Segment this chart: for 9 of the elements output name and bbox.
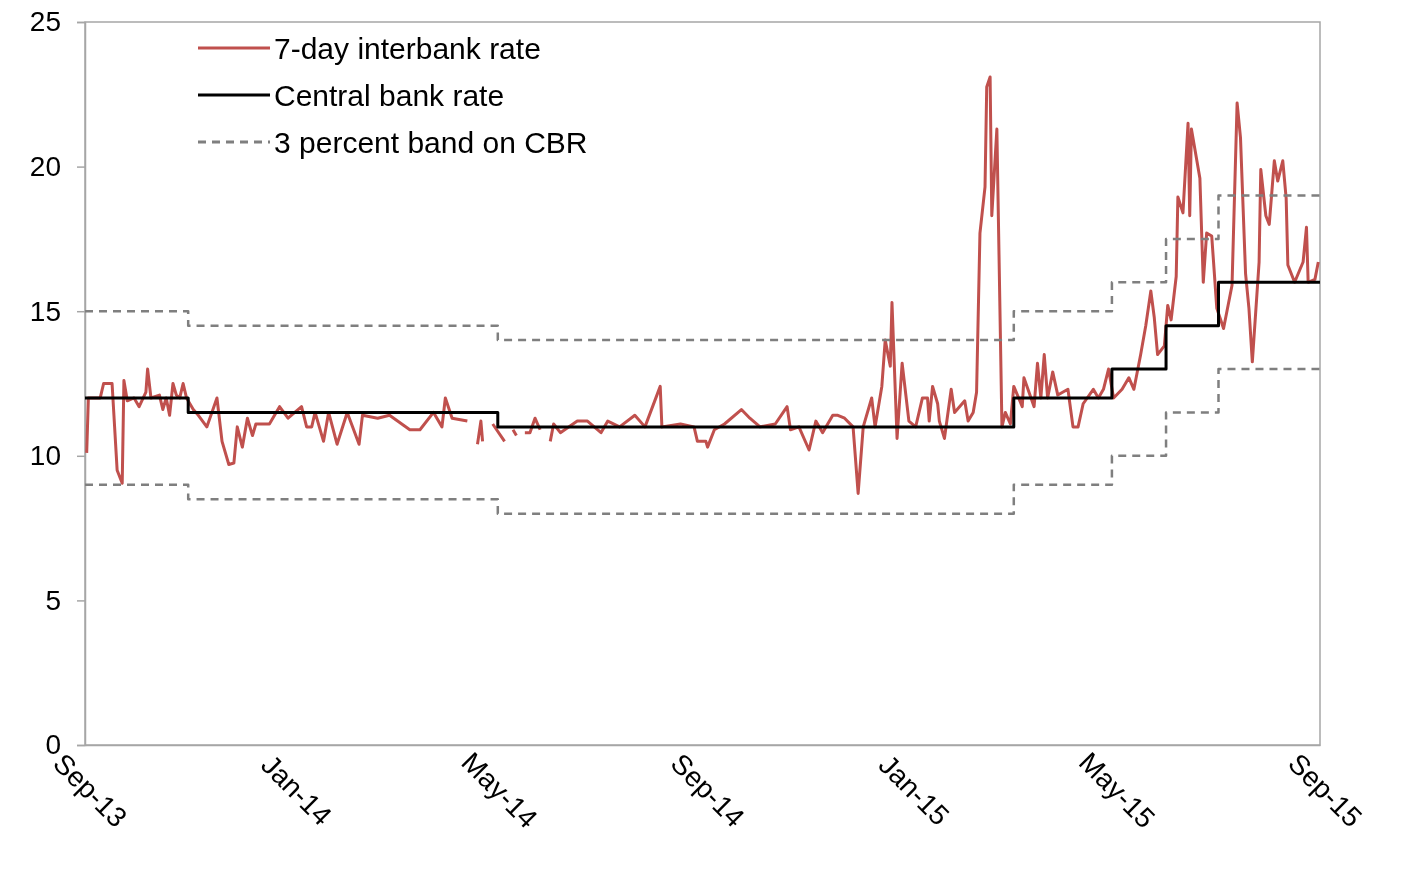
- y-tick-label: 25: [29, 6, 61, 38]
- y-tick-label: 10: [29, 440, 61, 472]
- legend-label: 7-day interbank rate: [274, 31, 541, 65]
- y-tick-label: 15: [29, 295, 61, 327]
- y-tick-label: 20: [29, 151, 61, 183]
- y-tick-label: 5: [45, 584, 61, 616]
- legend-label: Central bank rate: [274, 78, 505, 112]
- legend-label: 3 percent band on CBR: [274, 125, 588, 159]
- y-tick-label: 0: [45, 729, 61, 761]
